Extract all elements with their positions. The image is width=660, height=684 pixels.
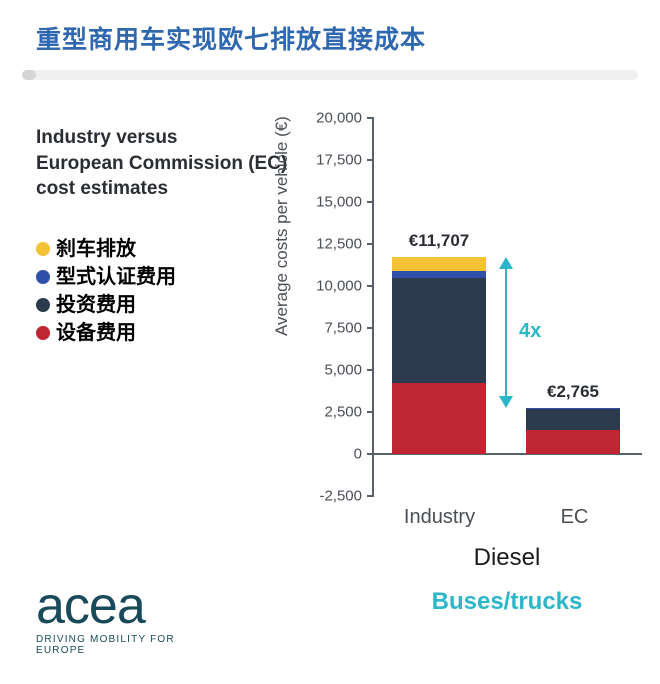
y-axis-label: Average costs per vehicle (€) xyxy=(272,116,292,336)
plot-area: 20,00017,50015,00012,50010,0007,5005,000… xyxy=(372,118,642,496)
page-title: 重型商用车实现欧七排放直接成本 xyxy=(0,0,660,66)
chart-legend: 刹车排放型式认证费用投资费用设备费用 xyxy=(36,235,176,347)
bar-segment xyxy=(392,278,486,384)
logo-letter: a xyxy=(117,584,145,628)
y-tick-label: -2,500 xyxy=(319,488,362,505)
y-tick-mark xyxy=(367,201,374,203)
legend-item: 投资费用 xyxy=(36,291,176,319)
y-tick-label: 5,000 xyxy=(324,362,362,379)
bar-value-label: €11,707 xyxy=(409,231,470,251)
y-tick-label: 10,000 xyxy=(316,278,362,295)
y-tick-label: 15,000 xyxy=(316,194,362,211)
subtitle-line: Industry versus xyxy=(36,125,296,151)
x-tick-label: Industry xyxy=(372,506,507,529)
y-tick-mark xyxy=(367,285,374,287)
logo-tagline: DRIVING MOBILITY FOR EUROPE xyxy=(36,634,206,656)
y-tick-label: 7,500 xyxy=(324,320,362,337)
chart-subheading: Buses/trucks xyxy=(372,588,642,616)
x-tick-label: EC xyxy=(507,506,642,529)
legend-label: 投资费用 xyxy=(56,291,136,319)
bar: €11,707 xyxy=(392,257,486,454)
legend-item: 设备费用 xyxy=(36,319,176,347)
bar: €2,765 xyxy=(526,408,620,454)
y-tick-label: 20,000 xyxy=(316,110,362,127)
acea-logo: acea DRIVING MOBILITY FOR EUROPE xyxy=(36,584,206,656)
y-tick-mark xyxy=(367,411,374,413)
subtitle-line: European Commission (EC) xyxy=(36,151,296,177)
arrow-head-down-icon xyxy=(499,396,513,408)
multiplier-label: 4x xyxy=(519,320,541,343)
legend-label: 设备费用 xyxy=(56,319,136,347)
legend-swatch xyxy=(36,298,50,312)
logo-letter: c xyxy=(64,584,89,628)
bar-value-label: €2,765 xyxy=(547,382,599,402)
bar-segment xyxy=(526,408,620,410)
y-tick-mark xyxy=(367,159,374,161)
horizontal-scrollbar[interactable] xyxy=(22,70,638,80)
bar-segment xyxy=(392,271,486,278)
y-tick-mark xyxy=(367,327,374,329)
chart-subtitle: Industry versus European Commission (EC)… xyxy=(36,125,296,202)
bar-segment xyxy=(526,409,620,429)
bar-segment xyxy=(392,383,486,454)
logo-text: acea xyxy=(36,584,206,628)
y-tick-mark xyxy=(367,495,374,497)
arrow-head-up-icon xyxy=(499,257,513,269)
x-axis-labels: IndustryEC xyxy=(372,506,642,529)
y-tick-mark xyxy=(367,453,374,455)
y-tick-label: 0 xyxy=(354,446,362,463)
legend-swatch xyxy=(36,242,50,256)
bar-segment xyxy=(392,257,486,271)
logo-letter: e xyxy=(89,584,117,628)
logo-letter: a xyxy=(36,584,64,628)
legend-swatch xyxy=(36,270,50,284)
y-tick-mark xyxy=(367,369,374,371)
y-tick-label: 12,500 xyxy=(316,236,362,253)
y-tick-label: 17,500 xyxy=(316,152,362,169)
multiplier-arrow xyxy=(505,265,507,399)
legend-item: 刹车排放 xyxy=(36,235,176,263)
legend-item: 型式认证费用 xyxy=(36,263,176,291)
category-label: Diesel xyxy=(372,544,642,572)
bar-segment xyxy=(526,430,620,454)
legend-swatch xyxy=(36,326,50,340)
scrollbar-thumb[interactable] xyxy=(22,70,36,80)
y-tick-mark xyxy=(367,117,374,119)
y-tick-label: 2,500 xyxy=(324,404,362,421)
chart: Average costs per vehicle (€) 20,00017,5… xyxy=(296,116,650,616)
legend-label: 型式认证费用 xyxy=(56,263,176,291)
y-tick-mark xyxy=(367,243,374,245)
legend-label: 刹车排放 xyxy=(56,235,136,263)
subtitle-line: cost estimates xyxy=(36,176,296,202)
